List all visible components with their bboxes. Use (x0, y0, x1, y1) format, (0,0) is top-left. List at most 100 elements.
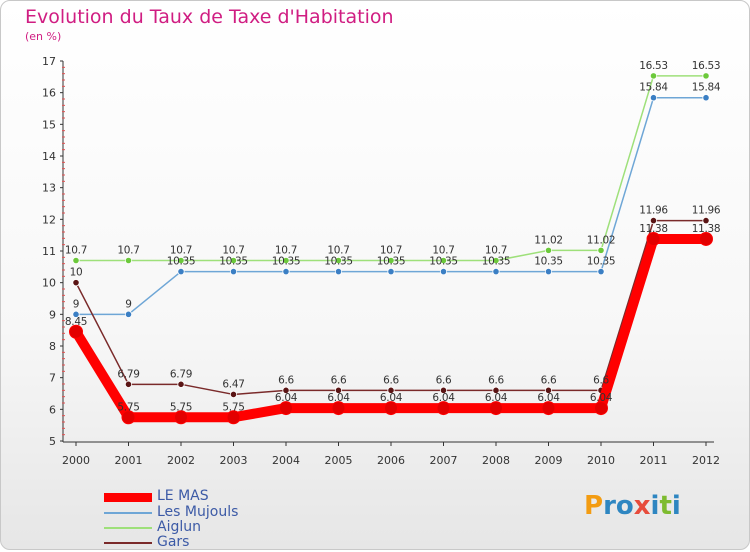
data-point-le-mas (69, 324, 83, 339)
logo-letter: r (603, 491, 616, 521)
logo-letter: i (650, 491, 660, 521)
x-tick-label: 2012 (692, 454, 720, 467)
data-label-les-mujouls: 10.35 (482, 256, 511, 268)
data-label-aiglun: 11.02 (534, 234, 563, 246)
x-tick-label: 2011 (640, 454, 668, 467)
data-point-aiglun (702, 72, 710, 80)
data-point-aiglun (597, 246, 605, 254)
data-label-aiglun: 10.7 (327, 245, 349, 257)
data-point-aiglun (177, 256, 185, 265)
data-point-aiglun (229, 256, 238, 265)
chart-title: Evolution du Taux de Taxe d'Habitation (25, 6, 394, 28)
y-tick-label: 8 (49, 340, 56, 353)
data-point-le-mas (699, 231, 713, 246)
data-label-aiglun: 10.7 (485, 245, 507, 257)
data-point-les-mujouls (229, 267, 238, 276)
data-point-le-mas (646, 231, 661, 246)
data-point-le-mas (121, 410, 136, 425)
data-point-gars (177, 380, 185, 388)
data-label-aiglun: 11.02 (587, 234, 616, 246)
x-tick-label: 2004 (272, 454, 300, 467)
data-point-le-mas (331, 401, 346, 416)
legend-swatch-aiglun (104, 527, 152, 529)
data-point-les-mujouls (124, 310, 133, 318)
data-label-aiglun: 10.7 (65, 245, 87, 257)
data-label-gars: 6.6 (488, 374, 504, 386)
data-label-gars: 6.6 (593, 374, 609, 386)
data-point-gars (229, 390, 238, 399)
data-point-gars (282, 386, 290, 394)
data-point-aiglun (72, 256, 80, 265)
legend-swatch-gars (104, 542, 152, 544)
data-point-le-mas (226, 410, 241, 425)
data-label-les-mujouls: 9 (73, 298, 79, 310)
data-label-le-mas: 6.04 (537, 392, 560, 404)
data-point-les-mujouls (649, 94, 658, 102)
x-tick-label: 2002 (167, 454, 195, 467)
data-label-aiglun: 16.53 (692, 60, 721, 72)
x-tick-label: 2010 (587, 454, 615, 467)
y-tick-label: 14 (42, 150, 56, 163)
data-label-les-mujouls: 10.35 (587, 256, 616, 268)
data-point-aiglun (124, 256, 133, 265)
data-label-gars: 6.79 (170, 368, 192, 380)
x-tick-label: 2008 (482, 454, 510, 467)
data-label-aiglun: 10.7 (275, 245, 297, 257)
y-tick-label: 13 (42, 182, 56, 195)
data-point-le-mas (489, 401, 503, 416)
data-point-le-mas (174, 410, 188, 425)
data-point-les-mujouls (72, 310, 80, 318)
y-tick-label: 12 (42, 213, 56, 226)
data-label-le-mas: 6.04 (380, 392, 403, 404)
data-label-les-mujouls: 10.35 (429, 256, 458, 268)
data-point-les-mujouls (702, 94, 710, 102)
data-label-le-mas: 8.45 (65, 316, 87, 328)
data-label-le-mas: 5.75 (117, 401, 139, 413)
data-point-aiglun (544, 246, 553, 254)
data-label-gars: 11.96 (639, 205, 668, 217)
data-point-aiglun (282, 256, 290, 265)
y-tick-label: 5 (49, 435, 56, 448)
y-tick-label: 16 (42, 87, 56, 100)
data-label-les-mujouls: 9 (125, 298, 131, 310)
data-point-gars (387, 386, 395, 394)
data-point-aiglun (649, 72, 658, 80)
data-label-le-mas: 6.04 (485, 392, 508, 404)
data-label-les-mujouls: 10.35 (534, 256, 563, 268)
y-tick-label: 17 (42, 55, 56, 68)
data-point-les-mujouls (282, 267, 290, 276)
data-label-aiglun: 10.7 (222, 245, 244, 257)
data-label-aiglun: 10.7 (432, 245, 454, 257)
data-point-le-mas (594, 401, 608, 416)
series-line-les-mujouls (75, 96, 707, 316)
data-label-le-mas: 11.38 (692, 223, 721, 235)
y-tick-label: 9 (49, 308, 56, 321)
data-label-les-mujouls: 10.35 (167, 256, 196, 268)
data-label-gars: 6.6 (331, 374, 347, 386)
data-label-gars: 6.6 (541, 374, 557, 386)
data-label-gars: 10 (70, 267, 83, 279)
logo-letter: o (615, 491, 634, 521)
data-point-le-mas (436, 401, 451, 416)
legend-label-le-mas: LE MAS (157, 488, 209, 504)
y-tick-label: 6 (49, 403, 56, 416)
data-label-les-mujouls: 15.84 (692, 82, 721, 94)
data-label-gars: 6.6 (383, 374, 399, 386)
logo-letter: x (633, 491, 651, 521)
data-point-gars (334, 386, 343, 394)
data-label-le-mas: 5.75 (170, 401, 192, 413)
logo-letter: i (671, 491, 681, 521)
data-label-les-mujouls: 10.35 (377, 256, 406, 268)
data-point-les-mujouls (439, 267, 448, 276)
data-point-gars (439, 386, 448, 394)
data-label-gars: 11.96 (692, 205, 721, 217)
data-point-le-mas (384, 401, 398, 416)
legend-label-gars: Gars (157, 534, 190, 550)
data-point-gars (72, 279, 80, 287)
data-point-les-mujouls (334, 267, 343, 276)
logo-letter: P (584, 491, 604, 521)
data-label-les-mujouls: 10.35 (219, 256, 248, 268)
x-tick-label: 2005 (325, 454, 353, 467)
data-label-le-mas: 6.04 (432, 392, 455, 404)
